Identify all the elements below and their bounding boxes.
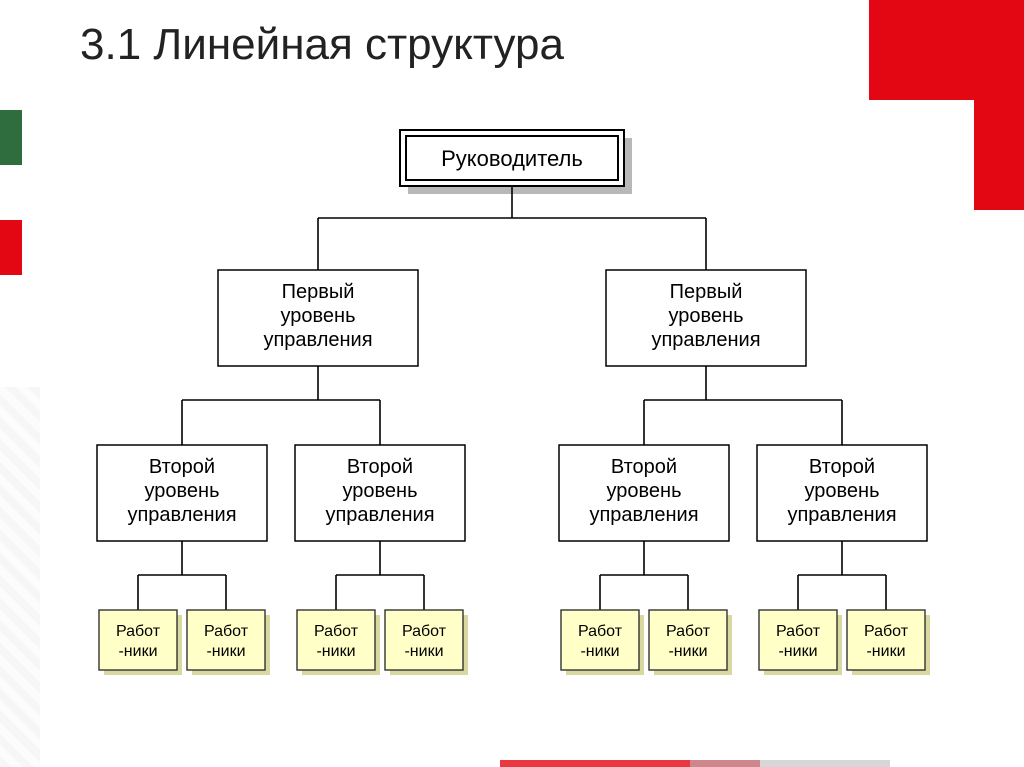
accent-left-red — [0, 220, 22, 275]
slide-title: 3.1 Линейная структура — [80, 20, 564, 70]
node-l1-right-line1: Первый — [670, 281, 743, 303]
node-leaf-4-line2: -ники — [580, 643, 619, 660]
node-leaf-1-line1: Работ — [204, 623, 249, 640]
node-l2-1-line1: Второй — [347, 456, 413, 478]
node-l2-0-line1: Второй — [149, 456, 215, 478]
node-l2-2: Второй уровень управления — [559, 445, 729, 541]
node-l1-right-line3: управления — [651, 329, 760, 351]
node-leaf-3-line2: -ники — [404, 643, 443, 660]
connectors-l2-1 — [336, 541, 424, 610]
node-leaf-6-line1: Работ — [776, 623, 821, 640]
node-leaf-3: Работ -ники — [385, 610, 468, 675]
connectors-l2-0 — [138, 541, 226, 610]
org-chart: Руководитель Первый уровень управления П… — [50, 100, 974, 760]
connectors-root — [318, 186, 706, 270]
node-l2-0: Второй уровень управления — [97, 445, 267, 541]
node-root-label: Руководитель — [441, 146, 583, 171]
connectors-l1-left — [182, 366, 380, 445]
node-l2-3-line2: уровень — [804, 480, 879, 502]
node-leaf-0-line1: Работ — [116, 623, 161, 640]
connectors-l2-2 — [600, 541, 688, 610]
node-root: Руководитель — [400, 130, 632, 194]
node-l2-1-line3: управления — [325, 504, 434, 526]
node-l2-2-line3: управления — [589, 504, 698, 526]
connectors-l1-right — [644, 366, 842, 445]
connectors-l2-3 — [798, 541, 886, 610]
node-l2-0-line3: управления — [127, 504, 236, 526]
node-leaf-5-line1: Работ — [666, 623, 711, 640]
node-l2-1-line2: уровень — [342, 480, 417, 502]
node-leaf-2: Работ -ники — [297, 610, 380, 675]
node-l2-0-line2: уровень — [144, 480, 219, 502]
node-leaf-0: Работ -ники — [99, 610, 182, 675]
node-l2-2-line2: уровень — [606, 480, 681, 502]
node-leaf-0-line2: -ники — [118, 643, 157, 660]
node-leaf-4: Работ -ники — [561, 610, 644, 675]
node-l2-1: Второй уровень управления — [295, 445, 465, 541]
node-leaf-7: Работ -ники — [847, 610, 930, 675]
node-l2-2-line1: Второй — [611, 456, 677, 478]
node-l2-3-line1: Второй — [809, 456, 875, 478]
node-leaf-1-line2: -ники — [206, 643, 245, 660]
node-leaf-1: Работ -ники — [187, 610, 270, 675]
node-leaf-6-line2: -ники — [778, 643, 817, 660]
accent-left-texture — [0, 387, 40, 767]
node-leaf-7-line2: -ники — [866, 643, 905, 660]
node-leaf-3-line1: Работ — [402, 623, 447, 640]
node-l1-left-line1: Первый — [282, 281, 355, 303]
node-l1-left: Первый уровень управления — [218, 270, 418, 366]
node-l1-left-line2: уровень — [280, 305, 355, 327]
node-leaf-5-line2: -ники — [668, 643, 707, 660]
node-leaf-6: Работ -ники — [759, 610, 842, 675]
org-chart-svg: Руководитель Первый уровень управления П… — [50, 100, 974, 760]
node-leaf-2-line2: -ники — [316, 643, 355, 660]
accent-left-green — [0, 110, 22, 165]
node-l1-right-line2: уровень — [668, 305, 743, 327]
node-leaf-4-line1: Работ — [578, 623, 623, 640]
node-l2-3-line3: управления — [787, 504, 896, 526]
node-leaf-7-line1: Работ — [864, 623, 909, 640]
node-l1-right: Первый уровень управления — [606, 270, 806, 366]
node-leaf-5: Работ -ники — [649, 610, 732, 675]
node-l2-3: Второй уровень управления — [757, 445, 927, 541]
node-leaf-2-line1: Работ — [314, 623, 359, 640]
node-l1-left-line3: управления — [263, 329, 372, 351]
